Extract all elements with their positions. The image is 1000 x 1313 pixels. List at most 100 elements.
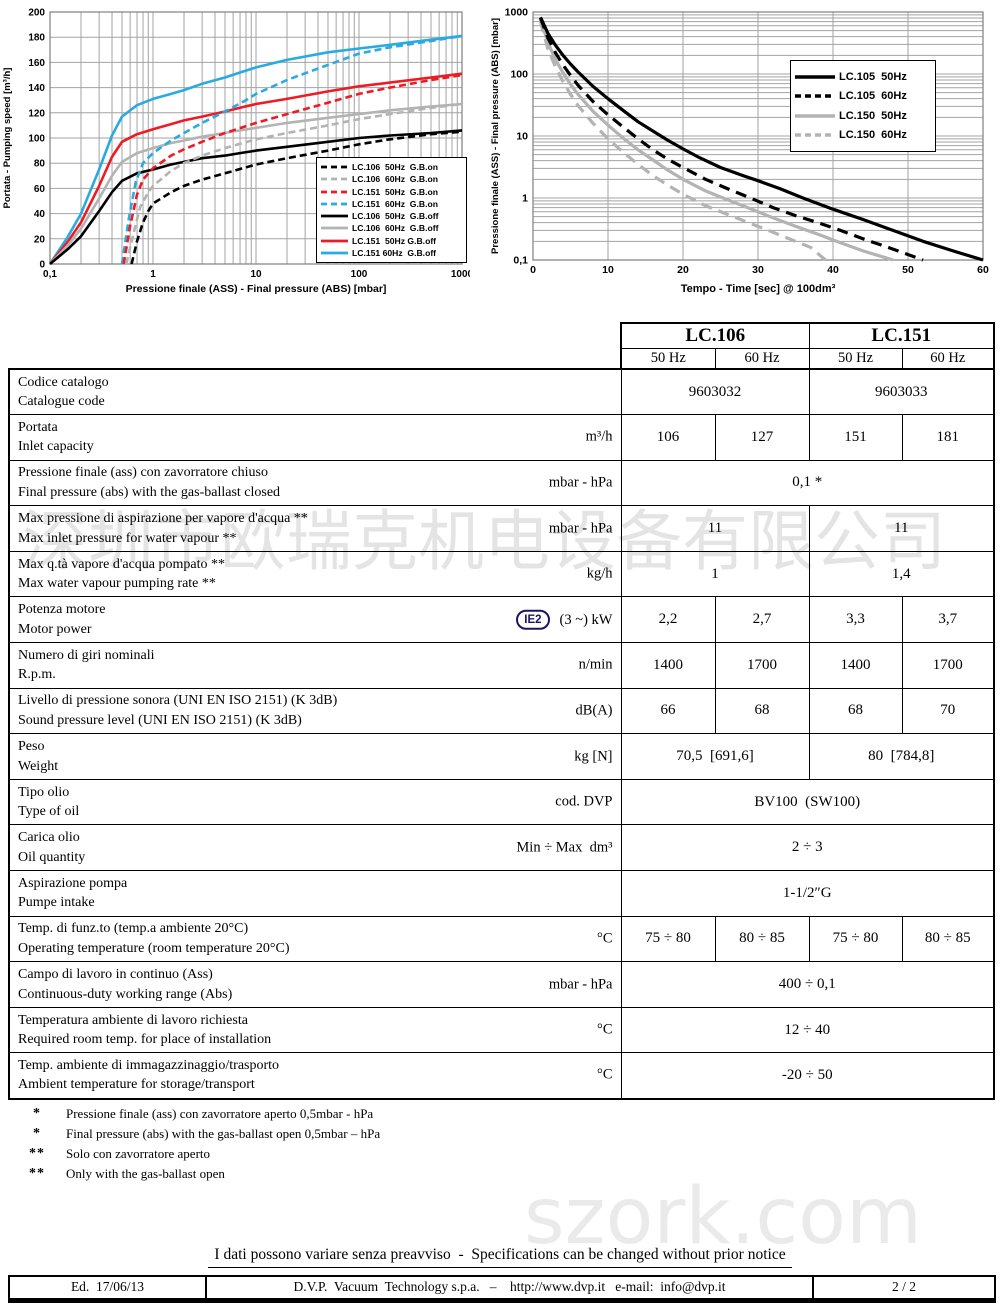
frequency-header: 50 Hz (620, 347, 716, 370)
spec-value-cell: 1400 (808, 642, 903, 689)
series-line (122, 73, 463, 265)
legend-item: LC.150 50Hz (795, 110, 931, 122)
unit-label: n/min (578, 656, 613, 673)
footnotes: * Pressione finale (ass) con zavorratore … (8, 1104, 728, 1184)
legend-label: LC.150 50Hz (839, 109, 907, 122)
footer-page-number: 2 / 2 (812, 1275, 996, 1301)
legend-item: LC.106 60Hz G.B.on (321, 174, 462, 184)
series-line (125, 102, 463, 265)
spec-value-cell: 3,3 (808, 596, 903, 644)
svg-text:10: 10 (602, 264, 614, 276)
spec-value-cell: 0,1 * (620, 459, 995, 507)
spec-value-cell: 1700 (714, 642, 810, 689)
svg-text:1: 1 (150, 269, 156, 280)
label-italian: Potenza motore (18, 602, 106, 618)
spec-row: Codice catalogo Catalogue code 9603032 9603… (8, 368, 995, 416)
svg-text:20: 20 (34, 234, 46, 245)
spec-value-cell: 80 ÷ 85 (714, 915, 810, 963)
spec-value-cell: 80 [784,8] (808, 733, 995, 780)
svg-text:50: 50 (902, 264, 914, 276)
spec-value-cell: 11 (620, 505, 810, 552)
spec-value-cell: 151 (808, 414, 903, 461)
label-italian: Peso (18, 739, 45, 755)
legend-item: LC.105 50Hz (795, 71, 931, 83)
pumping-speed-chart: 0,1 1 10 100 1000 0 20 40 60 80 100 120 140 160 180 200… (0, 0, 474, 296)
spec-label-cell: Temp. ambiente di immagazzinaggio/traspo… (8, 1052, 622, 1099)
legend-label: LC.151 60Hz G.B.off (352, 247, 437, 258)
spec-value-cell: 70 (901, 687, 995, 735)
spec-value-cell: 66 (620, 687, 716, 735)
legend-label: LC.151 50Hz G.B.off (352, 235, 437, 246)
spec-row: Peso Weight kg [N] 70,5 [691,6] 80 [784,8] (8, 733, 995, 780)
spec-label-cell: Codice catalogo Catalogue code (8, 368, 622, 416)
spec-value-cell: 1700 (901, 642, 995, 689)
label-italian: Max pressione di aspirazione per vapore … (18, 511, 308, 527)
legend-label: LC.106 50Hz G.B.on (352, 162, 438, 173)
label-italian: Codice catalogo (18, 374, 109, 390)
legend-line-sample (321, 214, 348, 218)
unit-label: kg/h (586, 565, 613, 582)
unit-label: mbar - hPa (548, 519, 613, 536)
spec-value-cell: 106 (620, 414, 716, 461)
spec-value-cell: 75 ÷ 80 (620, 915, 716, 963)
legend-label: LC.106 50Hz G.B.off (352, 211, 439, 222)
svg-text:100: 100 (351, 269, 368, 280)
spec-table-header: LC.106 LC.151 50 Hz 60 Hz 50 Hz 60 Hz (620, 322, 995, 370)
spec-row: Temp. di funz.to (temp.a ambiente 20°C) O… (8, 915, 995, 963)
x-axis-title: Pressione finale (ASS) - Final pressure … (126, 283, 387, 295)
spec-value-cell: 70,5 [691,6] (620, 733, 810, 780)
label-english: Motor power (18, 621, 92, 637)
frequency-header: 50 Hz (808, 347, 903, 370)
spec-table: Codice catalogo Catalogue code 9603032 9603… (8, 368, 995, 1100)
svg-text:40: 40 (34, 209, 46, 220)
legend-label: LC.106 60Hz G.B.on (352, 174, 438, 185)
spec-label-cell: Potenza motore Motor power IE2 (3 ~) kW (8, 596, 622, 644)
label-english: Operating temperature (room temperature … (18, 940, 290, 956)
svg-text:200: 200 (28, 8, 45, 19)
spec-value-cell: 2,7 (714, 596, 810, 644)
x-axis-title: Tempo - Time [sec] @ 100dm³ (681, 283, 836, 295)
spec-value-cell: 1,4 (808, 550, 995, 598)
footnote: * Final pressure (abs) with the gas-balla… (8, 1124, 728, 1144)
svg-text:40: 40 (827, 264, 839, 276)
legend-line-sample (321, 202, 348, 206)
spec-row: Temperatura ambiente di lavoro richiesta… (8, 1006, 995, 1054)
legend-label: LC.105 60Hz (839, 90, 907, 103)
label-italian: Carica olio (18, 830, 80, 846)
footer-bar: Ed. 17/06/13 D.V.P. Vacuum Technology s.… (8, 1275, 996, 1303)
spec-row: Carica olio Oil quantity Min ÷ Max dm³ 2 ÷ … (8, 824, 995, 872)
spec-value-cell: 9603032 (620, 368, 810, 416)
unit-label: °C (597, 1066, 613, 1083)
unit-label: °C (597, 930, 613, 947)
label-italian: Tipo olio (18, 784, 70, 800)
spec-value-cell: 2 ÷ 3 (620, 824, 995, 872)
label-italian: Portata (18, 419, 58, 435)
spec-label-cell: Max q.tà vapore d'acqua pompato ** Max wa… (8, 550, 622, 598)
unit-label: mbar - hPa (548, 474, 613, 491)
svg-text:120: 120 (28, 108, 45, 119)
spec-label-cell: Numero di giri nominali R.p.m. n/min (8, 642, 622, 689)
footer-edition: Ed. 17/06/13 (8, 1275, 207, 1301)
svg-text:30: 30 (752, 264, 764, 276)
spec-row: Tipo olio Type of oil cod. DVP BV100 (SW100… (8, 778, 995, 826)
svg-text:0,1: 0,1 (43, 269, 57, 280)
footnote-marker: ** (29, 1146, 45, 1161)
unit-label: kg [N] (574, 747, 613, 764)
label-english: Continuous-duty working range (Abs) (18, 986, 233, 1002)
spec-label-cell: Portata Inlet capacity m³/h (8, 414, 622, 461)
label-english: Weight (18, 758, 59, 774)
series-line (539, 16, 984, 262)
model-header: LC.151 (808, 322, 995, 349)
legend-line-sample (795, 113, 835, 118)
y-axis-title: Portata - Pumping speed [m³/h] (2, 68, 13, 209)
footnote-marker: ** (29, 1166, 45, 1181)
label-english: Oil quantity (18, 849, 86, 865)
ie2-badge: IE2 (516, 609, 550, 630)
spec-row: Potenza motore Motor power IE2 (3 ~) kW 2,2 2… (8, 596, 995, 644)
legend-line-sample (321, 178, 348, 181)
y-axis-title: Pressione finale (ASS) - Final pressure … (490, 18, 501, 254)
footnote-text: Only with the gas-ballast open (66, 1166, 225, 1181)
legend-label: LC.151 60Hz G.B.on (352, 198, 438, 209)
spec-value-cell: 68 (714, 687, 810, 735)
